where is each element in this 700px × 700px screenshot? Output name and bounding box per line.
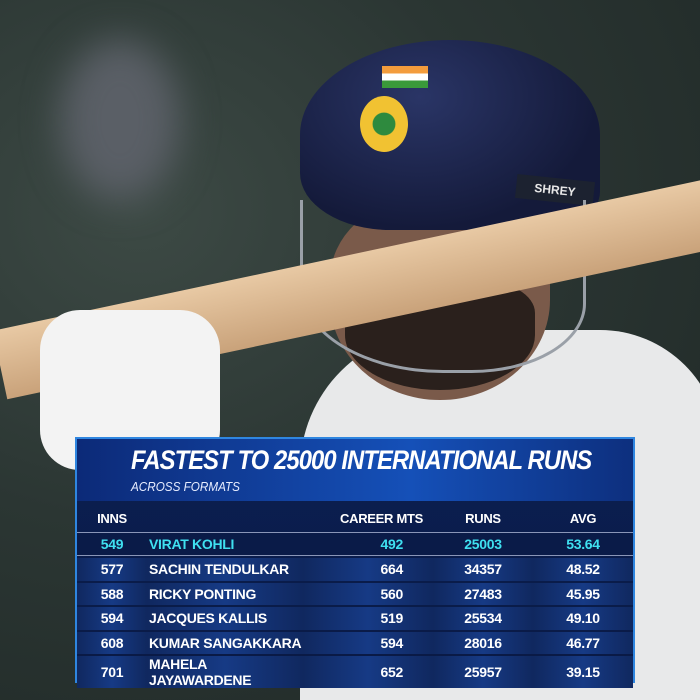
cell-name: VIRAT KOHLI xyxy=(147,531,303,556)
background-blur xyxy=(60,40,180,200)
col-avg: AVG xyxy=(569,510,597,526)
table-row: 588 RICKY PONTING 560 27483 45.95 xyxy=(77,582,633,605)
cell-career-mts: 519 xyxy=(303,607,433,630)
cell-name: SACHIN TENDULKAR xyxy=(147,558,303,581)
cell-career-mts: 560 xyxy=(303,582,433,605)
cell-runs: 25003 xyxy=(433,531,533,556)
col-runs: RUNS xyxy=(465,510,501,526)
table-row-highlighted: 549 VIRAT KOHLI 492 25003 53.64 xyxy=(77,531,633,556)
col-career-mts: CAREER MTS xyxy=(340,510,423,526)
cell-avg: 49.10 xyxy=(533,607,633,630)
table-header: INNS CAREER MTS RUNS AVG xyxy=(77,507,633,530)
title-band: FASTEST TO 25000 INTERNATIONAL RUNS ACRO… xyxy=(77,439,633,501)
cell-runs: 25534 xyxy=(433,607,533,630)
cell-inns: 588 xyxy=(77,582,147,605)
cell-inns: 594 xyxy=(77,607,147,630)
india-flag-logo xyxy=(382,66,428,88)
cell-avg: 48.52 xyxy=(533,558,633,581)
table-row: 594 JACQUES KALLIS 519 25534 49.10 xyxy=(77,607,633,630)
graphic-subtitle: ACROSS FORMATS xyxy=(131,479,240,494)
cell-name: RICKY PONTING xyxy=(147,582,303,605)
cell-avg: 45.95 xyxy=(533,582,633,605)
cell-career-mts: 492 xyxy=(303,531,433,556)
cell-runs: 28016 xyxy=(433,631,533,654)
stats-graphic: FASTEST TO 25000 INTERNATIONAL RUNS ACRO… xyxy=(75,437,635,688)
cell-runs: 27483 xyxy=(433,582,533,605)
cell-runs: 25957 xyxy=(433,656,533,688)
table-row: 608 KUMAR SANGAKKARA 594 28016 46.77 xyxy=(77,631,633,654)
graphic-title: FASTEST TO 25000 INTERNATIONAL RUNS xyxy=(131,445,592,475)
col-name xyxy=(147,507,303,530)
table-row: 701 MAHELA JAYAWARDENE 652 25957 39.15 xyxy=(77,656,633,688)
cell-runs: 34357 xyxy=(433,558,533,581)
cell-name: KUMAR SANGAKKARA xyxy=(147,631,303,654)
bcci-crest-logo xyxy=(360,96,408,152)
table-row: 577 SACHIN TENDULKAR 664 34357 48.52 xyxy=(77,558,633,581)
cell-avg: 46.77 xyxy=(533,631,633,654)
cell-career-mts: 664 xyxy=(303,558,433,581)
cell-inns: 549 xyxy=(77,531,147,556)
cell-avg: 53.64 xyxy=(533,531,633,556)
cell-inns: 577 xyxy=(77,558,147,581)
cell-name: JACQUES KALLIS xyxy=(147,607,303,630)
cell-career-mts: 594 xyxy=(303,631,433,654)
stats-table: INNS CAREER MTS RUNS AVG 549 VIRAT KOHLI 4… xyxy=(77,505,633,690)
col-inns: INNS xyxy=(97,510,127,526)
cell-inns: 701 xyxy=(77,656,147,688)
cell-avg: 39.15 xyxy=(533,656,633,688)
cell-career-mts: 652 xyxy=(303,656,433,688)
cell-name: MAHELA JAYAWARDENE xyxy=(147,656,303,688)
cell-inns: 608 xyxy=(77,631,147,654)
